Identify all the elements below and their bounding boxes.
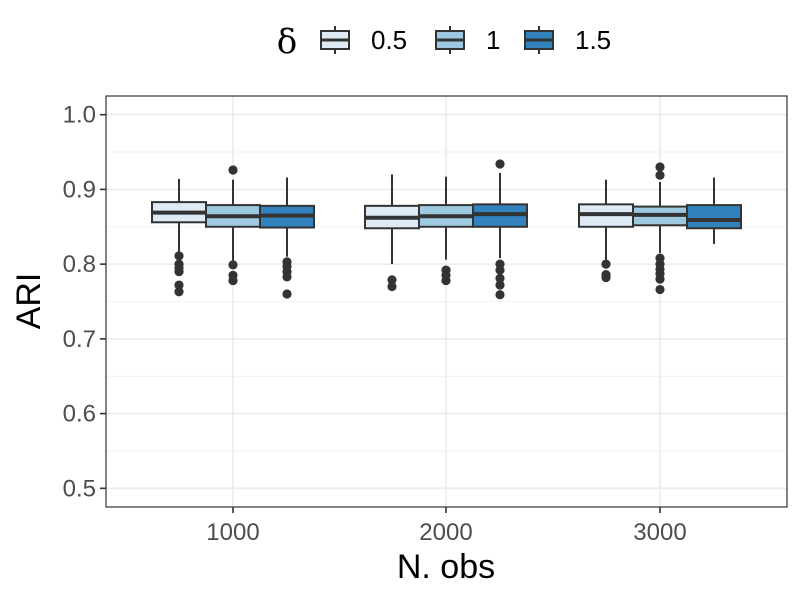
box <box>686 204 742 230</box>
y-tick-label: 0.6 <box>63 401 96 428</box>
outlier-point <box>495 290 505 300</box>
y-tick-label: 1.0 <box>63 102 96 129</box>
x-tick-label: 2000 <box>419 519 472 546</box>
outlier-point <box>282 289 292 299</box>
outlier-point <box>495 265 505 275</box>
outlier-point <box>387 275 397 285</box>
plot-area <box>106 96 787 507</box>
outlier-point <box>228 260 238 270</box>
legend: δ 0.5 1 1.5 <box>277 22 611 62</box>
x-tick-label: 3000 <box>633 519 686 546</box>
y-tick-label: 0.8 <box>63 251 96 278</box>
y-tick-label: 0.9 <box>63 176 96 203</box>
outlier-point <box>655 274 665 284</box>
box-group-0.5-3000 <box>578 179 634 283</box>
legend-label: 1.5 <box>575 25 611 55</box>
box-group-1-2000 <box>418 176 474 286</box>
outlier-point <box>655 162 665 172</box>
outlier-point <box>655 170 665 180</box>
y-tick-label: 0.7 <box>63 326 96 353</box>
outlier-point <box>495 273 505 283</box>
box-group-1.5-2000 <box>472 159 528 300</box>
outlier-point <box>387 281 397 292</box>
outlier-point <box>228 165 238 175</box>
legend-title: δ <box>277 22 297 62</box>
legend-item-0.5: 0.5 <box>320 25 407 55</box>
legend-label: 0.5 <box>371 25 407 55</box>
box-group-1.5-3000 <box>686 177 742 244</box>
box-group-1.5-1000 <box>259 177 315 299</box>
legend-item-1.5: 1.5 <box>524 25 611 55</box>
outlier-point <box>174 287 184 297</box>
axes: 0.5 0.6 0.7 0.8 0.9 1.0 1000 2000 3000 <box>63 95 788 546</box>
y-tick-label: 0.5 <box>63 475 96 502</box>
outlier-point <box>601 259 611 269</box>
outlier-point <box>228 275 238 286</box>
box-group-0.5-1000 <box>151 178 207 297</box>
outlier-point <box>495 280 505 290</box>
legend-label: 1 <box>486 25 500 55</box>
outlier-point <box>495 159 505 169</box>
outlier-point <box>282 272 292 282</box>
outlier-point <box>174 280 184 290</box>
outlier-point <box>655 284 665 295</box>
x-tick-label: 1000 <box>206 519 259 546</box>
outlier-point <box>174 251 184 261</box>
legend-item-1: 1 <box>435 25 500 55</box>
x-axis-title: N. obs <box>397 548 495 586</box>
outlier-point <box>441 275 451 286</box>
y-axis-title: ARI <box>10 273 48 330</box>
outlier-point <box>601 272 611 283</box>
outlier-point <box>174 267 184 277</box>
